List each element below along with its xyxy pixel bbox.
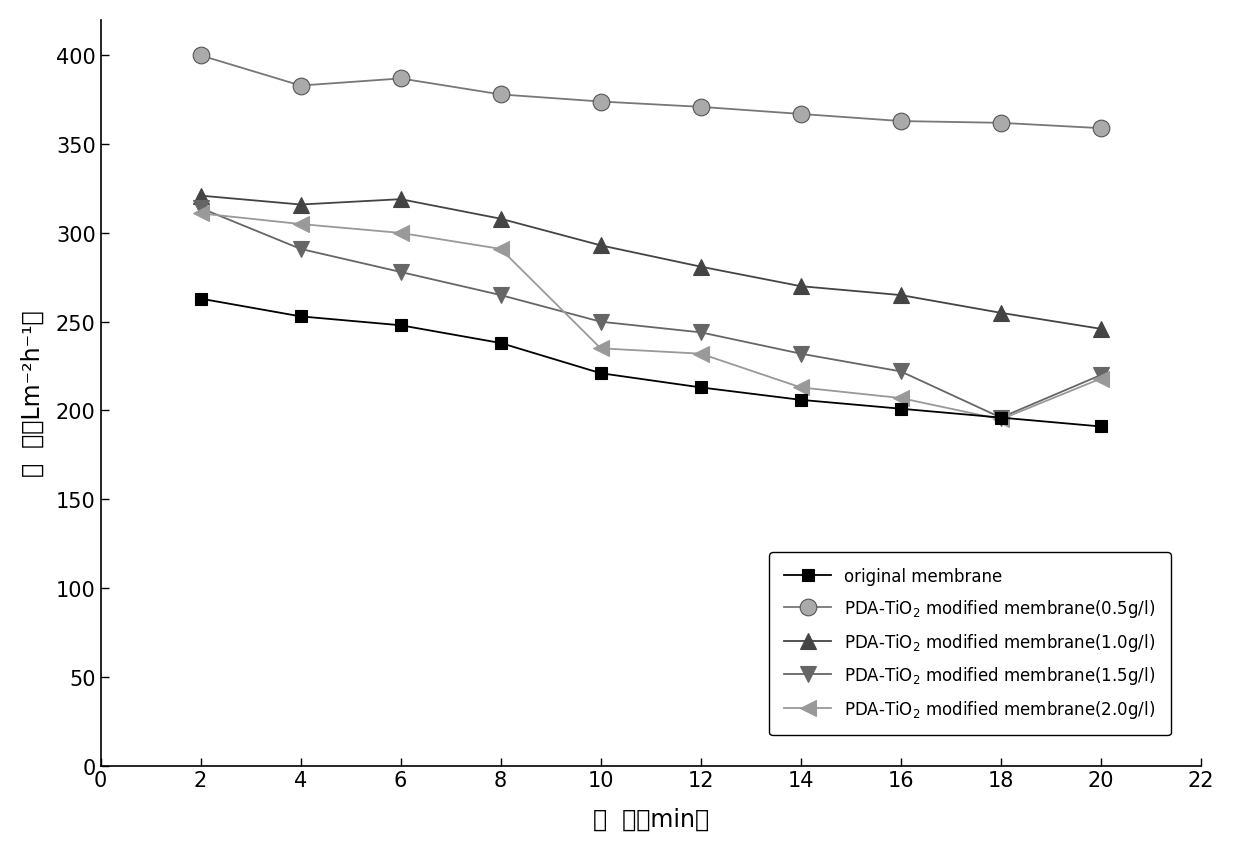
- PDA-TiO$_2$ modified membrane(1.0g/l): [693, 262, 708, 273]
- original membrane: [493, 338, 508, 348]
- PDA-TiO$_2$ modified membrane(1.5g/l): [393, 268, 408, 278]
- PDA-TiO$_2$ modified membrane(2.0g/l): [293, 220, 308, 230]
- PDA-TiO$_2$ modified membrane(0.5g/l): [393, 74, 408, 84]
- PDA-TiO$_2$ modified membrane(2.0g/l): [793, 383, 808, 393]
- PDA-TiO$_2$ modified membrane(0.5g/l): [193, 51, 207, 61]
- original membrane: [993, 413, 1008, 423]
- PDA-TiO$_2$ modified membrane(2.0g/l): [1093, 374, 1108, 384]
- PDA-TiO$_2$ modified membrane(1.0g/l): [193, 192, 207, 202]
- PDA-TiO$_2$ modified membrane(1.0g/l): [793, 282, 808, 292]
- PDA-TiO$_2$ modified membrane(0.5g/l): [1093, 124, 1108, 134]
- PDA-TiO$_2$ modified membrane(2.0g/l): [593, 344, 608, 354]
- PDA-TiO$_2$ modified membrane(0.5g/l): [593, 97, 608, 107]
- PDA-TiO$_2$ modified membrane(2.0g/l): [693, 349, 708, 360]
- PDA-TiO$_2$ modified membrane(0.5g/l): [793, 110, 808, 120]
- original membrane: [393, 320, 408, 331]
- Line: PDA-TiO$_2$ modified membrane(0.5g/l): PDA-TiO$_2$ modified membrane(0.5g/l): [193, 48, 1109, 137]
- PDA-TiO$_2$ modified membrane(2.0g/l): [993, 415, 1008, 425]
- Line: PDA-TiO$_2$ modified membrane(1.0g/l): PDA-TiO$_2$ modified membrane(1.0g/l): [193, 189, 1109, 337]
- PDA-TiO$_2$ modified membrane(1.0g/l): [493, 215, 508, 225]
- PDA-TiO$_2$ modified membrane(1.0g/l): [1093, 325, 1108, 335]
- PDA-TiO$_2$ modified membrane(1.5g/l): [693, 328, 708, 338]
- PDA-TiO$_2$ modified membrane(1.5g/l): [793, 349, 808, 360]
- PDA-TiO$_2$ modified membrane(1.5g/l): [893, 367, 908, 377]
- PDA-TiO$_2$ modified membrane(1.0g/l): [893, 291, 908, 301]
- original membrane: [893, 404, 908, 414]
- original membrane: [793, 395, 808, 406]
- PDA-TiO$_2$ modified membrane(1.5g/l): [493, 291, 508, 301]
- Legend: original membrane, PDA-TiO$_2$ modified membrane(0.5g/l), PDA-TiO$_2$ modified m: original membrane, PDA-TiO$_2$ modified …: [769, 553, 1171, 735]
- PDA-TiO$_2$ modified membrane(1.5g/l): [193, 204, 207, 214]
- Line: PDA-TiO$_2$ modified membrane(2.0g/l): PDA-TiO$_2$ modified membrane(2.0g/l): [193, 206, 1109, 428]
- PDA-TiO$_2$ modified membrane(2.0g/l): [193, 209, 207, 219]
- original membrane: [693, 383, 708, 393]
- PDA-TiO$_2$ modified membrane(0.5g/l): [293, 81, 308, 91]
- X-axis label: 时  间（min）: 时 间（min）: [593, 807, 709, 832]
- PDA-TiO$_2$ modified membrane(0.5g/l): [993, 118, 1008, 129]
- original membrane: [1093, 422, 1108, 432]
- PDA-TiO$_2$ modified membrane(1.0g/l): [993, 308, 1008, 319]
- PDA-TiO$_2$ modified membrane(1.0g/l): [293, 200, 308, 210]
- PDA-TiO$_2$ modified membrane(1.5g/l): [293, 245, 308, 255]
- PDA-TiO$_2$ modified membrane(1.0g/l): [593, 241, 608, 251]
- PDA-TiO$_2$ modified membrane(1.5g/l): [593, 317, 608, 327]
- PDA-TiO$_2$ modified membrane(2.0g/l): [393, 228, 408, 239]
- PDA-TiO$_2$ modified membrane(1.5g/l): [1093, 371, 1108, 381]
- Line: original membrane: original membrane: [194, 293, 1107, 433]
- original membrane: [593, 369, 608, 379]
- PDA-TiO$_2$ modified membrane(2.0g/l): [493, 245, 508, 255]
- PDA-TiO$_2$ modified membrane(0.5g/l): [893, 117, 908, 127]
- PDA-TiO$_2$ modified membrane(1.0g/l): [393, 195, 408, 205]
- PDA-TiO$_2$ modified membrane(0.5g/l): [693, 102, 708, 112]
- original membrane: [293, 312, 308, 322]
- PDA-TiO$_2$ modified membrane(0.5g/l): [493, 90, 508, 101]
- original membrane: [193, 294, 207, 304]
- PDA-TiO$_2$ modified membrane(2.0g/l): [893, 394, 908, 404]
- Y-axis label: 通  量（Lm⁻²h⁻¹）: 通 量（Lm⁻²h⁻¹）: [21, 310, 44, 476]
- PDA-TiO$_2$ modified membrane(1.5g/l): [993, 413, 1008, 423]
- Line: PDA-TiO$_2$ modified membrane(1.5g/l): PDA-TiO$_2$ modified membrane(1.5g/l): [193, 201, 1109, 426]
